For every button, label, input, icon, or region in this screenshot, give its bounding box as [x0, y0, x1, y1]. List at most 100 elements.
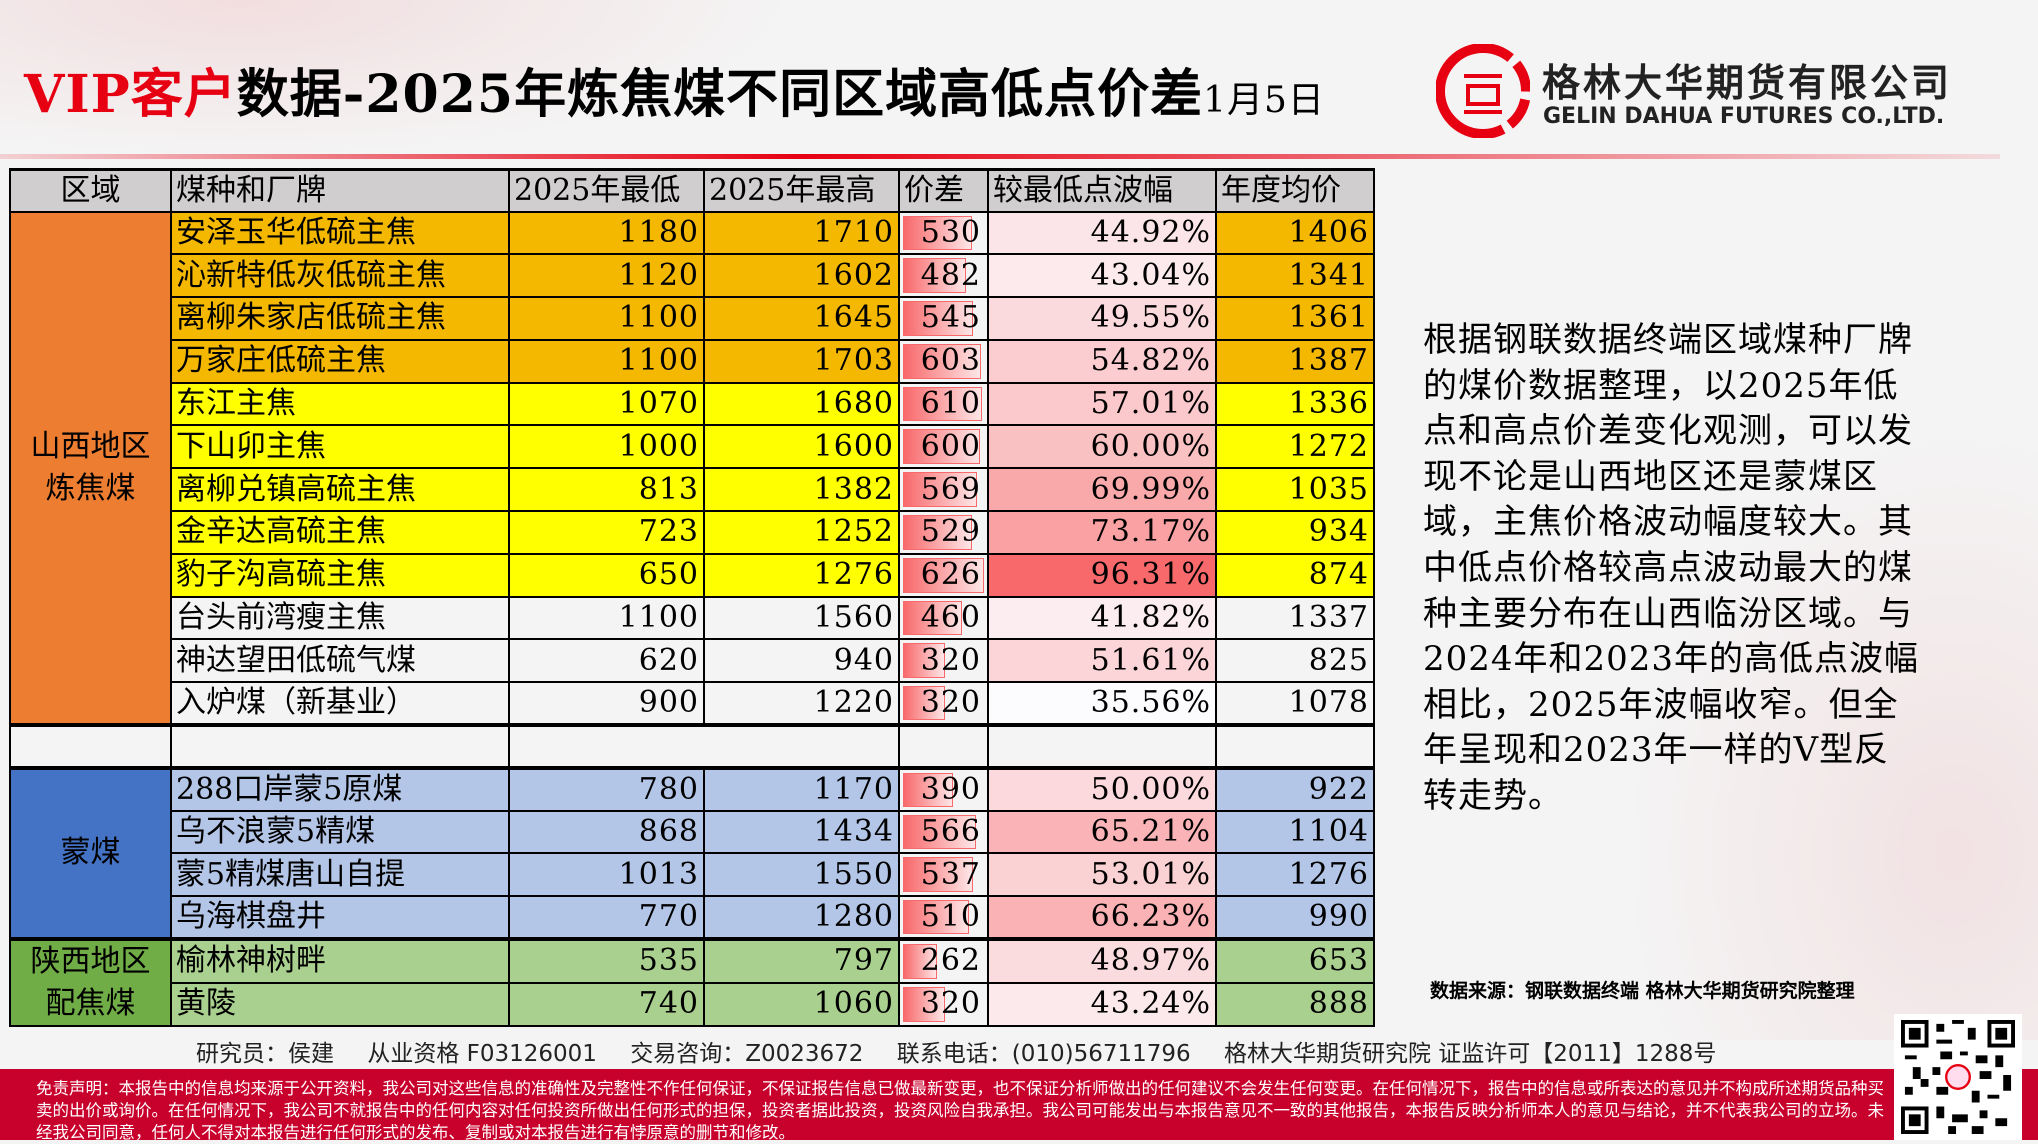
empty-cell [9, 723, 172, 769]
table-row: 万家庄低硫主焦 1100 1703 603 54.82% 1387 [10, 338, 1375, 384]
price-diff-value: 320 [920, 986, 981, 1022]
table-row: 豹子沟高硫主焦 650 1276 626 96.31% 874 [10, 552, 1375, 598]
coal-name: 豹子沟高硫主焦 [170, 552, 510, 598]
table-row: 神达望田低硫气煤 620 940 320 51.61% 825 [10, 638, 1375, 684]
price-diff: 482 [898, 253, 989, 299]
high-price: 1710 [703, 210, 900, 256]
price-diff: 569 [898, 467, 989, 513]
price-diff-value: 569 [920, 471, 981, 507]
low-price: 780 [508, 765, 705, 812]
price-diff-value: 320 [920, 642, 981, 678]
price-diff: 537 [898, 852, 989, 898]
price-diff: 600 [898, 424, 989, 470]
price-diff-value: 320 [920, 685, 981, 721]
phone: 联系电话：(010)56711796 [896, 1041, 1191, 1067]
wave-pct: 35.56% [987, 681, 1217, 727]
low-price: 868 [508, 809, 705, 855]
annual-avg: 653 [1215, 937, 1375, 984]
title-vip: VIP客户 [24, 64, 237, 125]
coal-name: 乌不浪蒙5精煤 [170, 809, 510, 855]
wave-pct: 96.31% [987, 552, 1217, 598]
coal-name: 万家庄低硫主焦 [170, 338, 510, 384]
price-diff-bar [903, 429, 981, 465]
wave-pct: 53.01% [987, 852, 1217, 898]
annual-avg: 1337 [1215, 595, 1375, 641]
background-decoration [1618, 420, 2038, 1040]
consult: 交易咨询：Z0023672 [630, 1041, 864, 1067]
high-price: 797 [703, 937, 900, 984]
price-diff: 530 [898, 210, 989, 256]
col-header: 2025年最低 [508, 168, 705, 213]
wave-pct: 48.97% [987, 937, 1217, 984]
table-row: 黄陵 740 1060 320 43.24% 888 [10, 981, 1375, 1028]
high-price: 1060 [703, 981, 900, 1028]
low-price: 535 [508, 937, 705, 984]
wave-pct: 69.99% [987, 467, 1217, 513]
low-price: 650 [508, 552, 705, 598]
price-diff: 460 [898, 595, 989, 641]
annual-avg: 825 [1215, 638, 1375, 684]
low-price: 723 [508, 510, 705, 555]
wave-pct: 50.00% [987, 765, 1217, 812]
price-diff: 626 [898, 552, 989, 598]
low-price: 1000 [508, 424, 705, 470]
table-row: 离柳兑镇高硫主焦 813 1382 569 69.99% 1035 [10, 467, 1375, 513]
price-diff-bar [903, 643, 945, 679]
price-diff-bar [903, 386, 983, 422]
qr-code-icon[interactable] [1894, 1014, 2022, 1140]
high-price: 1703 [703, 338, 900, 384]
high-price: 1170 [703, 765, 900, 812]
table-row: 台头前湾瘦主焦 1100 1560 460 41.82% 1337 [10, 595, 1375, 641]
price-diff: 262 [898, 937, 989, 984]
wave-pct: 43.04% [987, 253, 1217, 299]
price-diff-bar [903, 515, 972, 550]
annual-avg: 990 [1215, 895, 1375, 941]
price-diff-value: 460 [920, 600, 981, 636]
high-price: 1280 [703, 895, 900, 941]
price-diff: 545 [898, 296, 989, 341]
wave-pct: 54.82% [987, 338, 1217, 384]
wave-pct: 43.24% [987, 981, 1217, 1028]
empty-cell [898, 723, 989, 769]
price-diff-bar [903, 986, 945, 1023]
coal-name: 神达望田低硫气煤 [170, 638, 510, 684]
high-price: 1382 [703, 467, 900, 513]
region-cell: 陕西地区配焦煤 [9, 937, 172, 1028]
low-price: 900 [508, 681, 705, 727]
annual-avg: 934 [1215, 510, 1375, 555]
table-row: 东江主焦 1070 1680 610 57.01% 1336 [10, 381, 1375, 427]
price-diff-bar [903, 557, 984, 593]
high-price: 1560 [703, 595, 900, 641]
low-price: 1013 [508, 852, 705, 898]
qualification: 从业资格 F03126001 [367, 1041, 597, 1067]
price-diff: 566 [898, 809, 989, 855]
annual-avg: 874 [1215, 552, 1375, 598]
high-price: 1276 [703, 552, 900, 598]
footer-info: 研究员：侯建 从业资格 F03126001 交易咨询：Z0023672 联系电话… [196, 1034, 1742, 1068]
high-price: 1252 [703, 510, 900, 555]
wave-pct: 65.21% [987, 809, 1217, 855]
price-diff-bar [903, 472, 977, 508]
table-row: 金辛达高硫主焦 723 1252 529 73.17% 934 [10, 510, 1375, 555]
high-price: 1645 [703, 296, 900, 341]
price-diff-value: 545 [920, 300, 981, 336]
table-row: 蒙煤 288口岸蒙5原煤 780 1170 390 50.00% 922 [9, 765, 1375, 941]
coal-name: 台头前湾瘦主焦 [170, 595, 510, 641]
annual-avg: 1272 [1215, 424, 1375, 470]
annual-avg: 1276 [1215, 852, 1375, 898]
table-row: 下山卯主焦 1000 1600 600 60.00% 1272 [10, 424, 1375, 470]
empty-cell [1215, 723, 1375, 769]
wave-pct: 44.92% [987, 210, 1217, 256]
annual-avg: 1361 [1215, 296, 1375, 341]
price-diff-value: 482 [920, 257, 981, 293]
annual-avg: 1341 [1215, 253, 1375, 299]
price-diff-value: 603 [920, 343, 981, 379]
analysis-note: 根据钢联数据终端区域煤种厂牌的煤价数据整理，以2025年低点和高点价差变化观测，… [1423, 320, 1920, 816]
low-price: 1120 [508, 253, 705, 299]
price-diff-bar [903, 301, 974, 336]
annual-avg: 1406 [1215, 210, 1375, 256]
researcher: 研究员：侯建 [196, 1041, 334, 1067]
company-name-en: GELIN DAHUA FUTURES CO.,LTD. [1543, 104, 1945, 129]
header-divider [0, 154, 2000, 159]
license: 格林大华期货研究院 证监许可【2011】1288号 [1223, 1041, 1717, 1067]
